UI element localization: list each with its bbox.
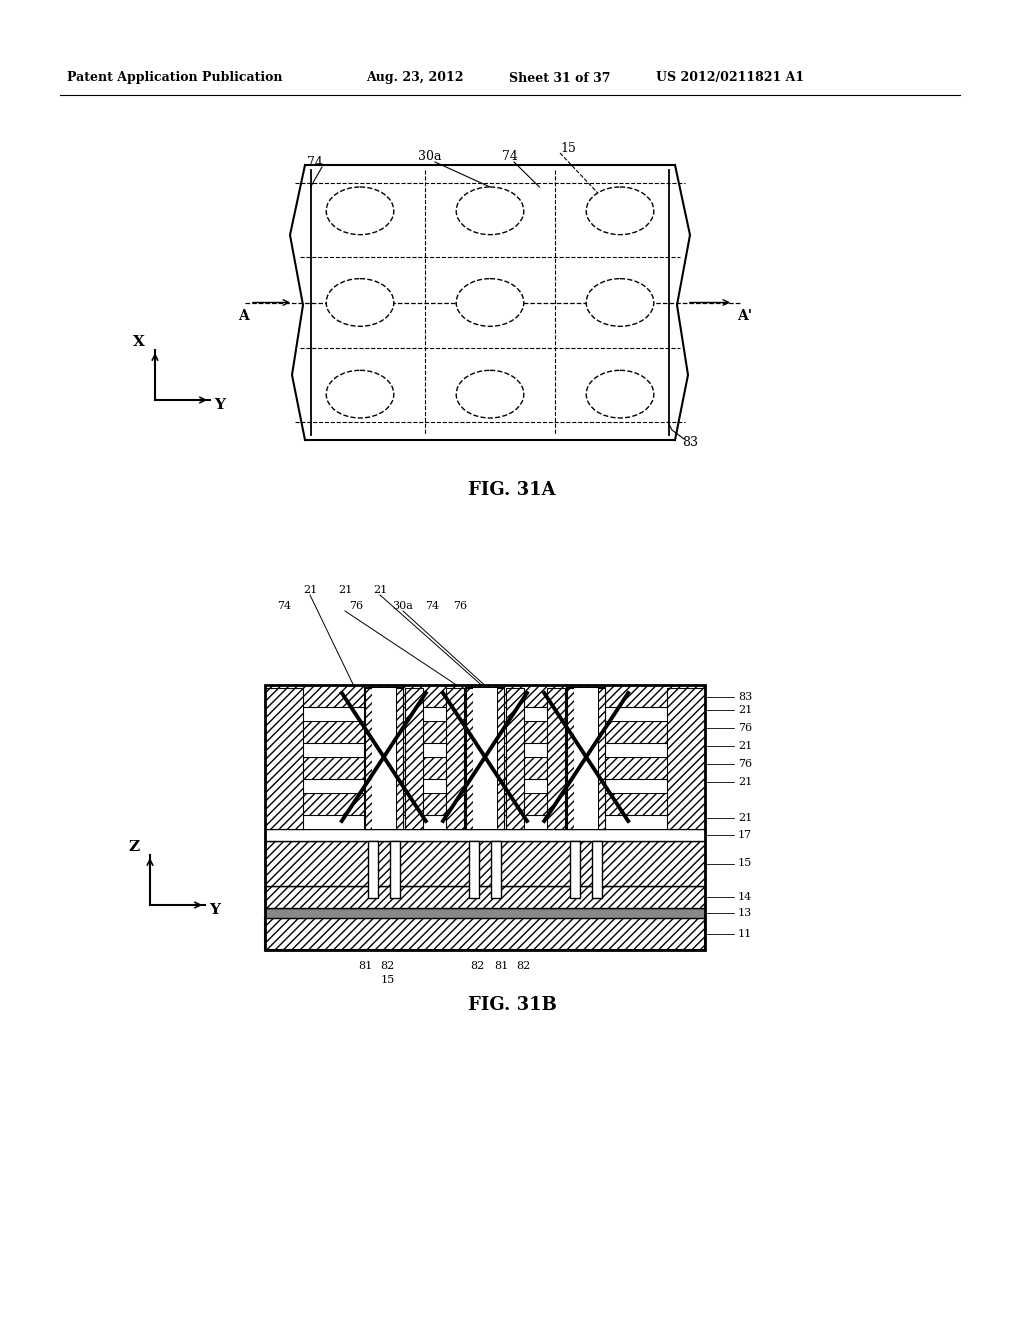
Bar xyxy=(265,688,303,829)
Text: 21: 21 xyxy=(738,777,753,787)
Text: 82: 82 xyxy=(381,961,395,972)
Bar xyxy=(265,841,705,886)
Text: A: A xyxy=(238,309,249,323)
Text: 76: 76 xyxy=(738,723,752,733)
Bar xyxy=(372,688,396,829)
Bar xyxy=(265,779,705,793)
Bar xyxy=(547,688,565,829)
Bar xyxy=(404,688,423,829)
Text: Aug. 23, 2012: Aug. 23, 2012 xyxy=(367,71,464,84)
Text: FIG. 31B: FIG. 31B xyxy=(468,997,556,1014)
Bar xyxy=(265,829,705,841)
Bar xyxy=(265,685,705,708)
Text: 83: 83 xyxy=(738,692,753,702)
Ellipse shape xyxy=(457,187,524,235)
Text: 76: 76 xyxy=(349,601,364,611)
Bar xyxy=(265,886,705,908)
Text: 74: 74 xyxy=(502,150,518,164)
Bar xyxy=(567,688,574,829)
Bar xyxy=(365,688,402,829)
Text: 82: 82 xyxy=(516,961,530,972)
Bar xyxy=(265,756,705,779)
Ellipse shape xyxy=(457,371,524,418)
Text: FIG. 31A: FIG. 31A xyxy=(468,480,556,499)
Text: 17: 17 xyxy=(738,830,752,840)
Text: 81: 81 xyxy=(358,961,373,972)
Bar xyxy=(574,688,598,829)
Bar xyxy=(265,685,705,950)
Text: Y: Y xyxy=(210,903,220,917)
Text: 21: 21 xyxy=(738,813,753,822)
Text: 15: 15 xyxy=(381,975,395,985)
Bar xyxy=(390,841,399,898)
Text: A': A' xyxy=(737,309,753,323)
Bar xyxy=(469,841,479,898)
Text: 30a: 30a xyxy=(418,150,441,164)
Bar xyxy=(368,841,378,898)
Text: 11: 11 xyxy=(738,929,753,939)
Bar xyxy=(265,743,705,756)
Text: 15: 15 xyxy=(738,858,753,869)
Text: 21: 21 xyxy=(738,705,753,715)
Bar xyxy=(466,688,473,829)
Bar xyxy=(506,688,524,829)
Text: 13: 13 xyxy=(738,908,753,917)
Text: 81: 81 xyxy=(494,961,508,972)
Bar xyxy=(490,841,501,898)
Bar xyxy=(265,708,705,721)
Ellipse shape xyxy=(327,279,394,326)
Ellipse shape xyxy=(586,187,653,235)
Bar xyxy=(567,688,605,829)
Text: 30a: 30a xyxy=(392,601,414,611)
Text: 21: 21 xyxy=(303,585,317,595)
Text: Z: Z xyxy=(128,840,139,854)
Text: 14: 14 xyxy=(738,892,753,902)
Bar xyxy=(265,721,705,743)
Text: Sheet 31 of 37: Sheet 31 of 37 xyxy=(509,71,610,84)
Text: 83: 83 xyxy=(682,437,698,450)
Bar xyxy=(598,688,605,829)
Text: 74: 74 xyxy=(307,157,323,169)
Text: 21: 21 xyxy=(338,585,352,595)
Ellipse shape xyxy=(457,279,524,326)
Bar xyxy=(265,814,705,829)
Bar xyxy=(667,688,705,829)
Ellipse shape xyxy=(586,279,653,326)
Text: X: X xyxy=(133,335,145,348)
Bar xyxy=(396,688,402,829)
Text: Patent Application Publication: Patent Application Publication xyxy=(68,71,283,84)
Ellipse shape xyxy=(327,371,394,418)
Text: 76: 76 xyxy=(738,759,752,770)
Text: Y: Y xyxy=(214,399,225,412)
Bar xyxy=(265,908,705,917)
Bar xyxy=(466,688,504,829)
Bar xyxy=(265,793,705,814)
Text: 21: 21 xyxy=(738,741,753,751)
Bar xyxy=(365,688,372,829)
Text: 76: 76 xyxy=(453,601,467,611)
Bar xyxy=(497,688,504,829)
Bar xyxy=(265,917,705,950)
Text: 74: 74 xyxy=(425,601,439,611)
Ellipse shape xyxy=(586,371,653,418)
Text: 82: 82 xyxy=(470,961,484,972)
Text: 21: 21 xyxy=(373,585,387,595)
Bar xyxy=(473,688,497,829)
Bar xyxy=(446,688,464,829)
Ellipse shape xyxy=(327,187,394,235)
Bar xyxy=(592,841,602,898)
Text: 15: 15 xyxy=(560,141,575,154)
Bar xyxy=(570,841,581,898)
Text: US 2012/0211821 A1: US 2012/0211821 A1 xyxy=(656,71,804,84)
Text: 74: 74 xyxy=(276,601,291,611)
